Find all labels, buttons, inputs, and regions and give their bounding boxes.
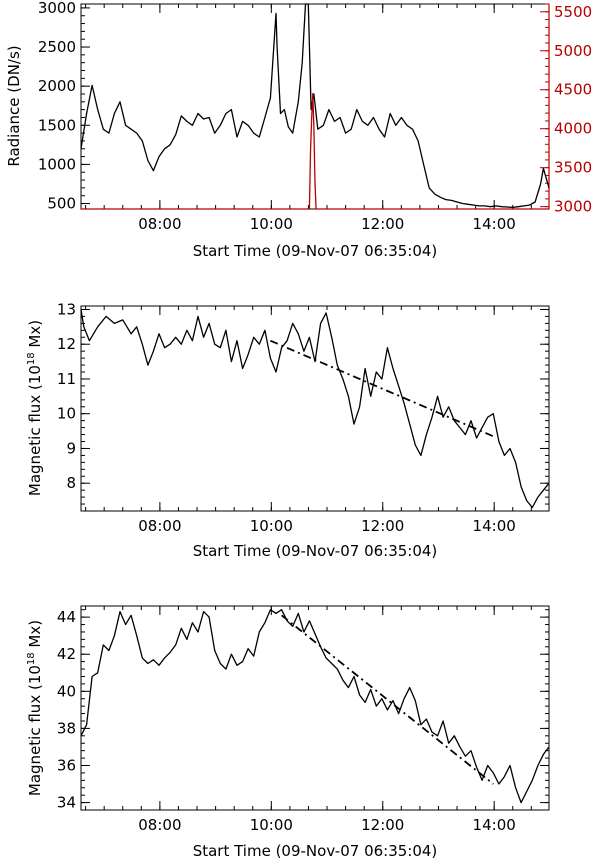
- x-tick-label: 12:00: [361, 816, 404, 834]
- y-tick-label: 38: [57, 719, 76, 737]
- x-tick-label: 08:00: [138, 215, 181, 233]
- y-tick-label: 34: [57, 794, 76, 812]
- panel-radiance-y2-axis: 3000 3500 4000 4500 5000 5500: [540, 3, 592, 216]
- panel-flux-2-y-axis: 34 36 38 40 42 44: [57, 608, 549, 812]
- x-tick-label: 12:00: [361, 215, 404, 233]
- panel-radiance-y-axis: 500 1000 1500 2000 2500 3000: [38, 0, 90, 213]
- panel-flux-1: 08:00 10:00 12:00 14:00 8 9 10 11 12 13 Start Ti…: [26, 300, 550, 560]
- panel-radiance: 08:00 10:00 12:00 14:00 500 1000 1500 2000 2500…: [5, 0, 592, 260]
- panel-radiance-ylabel: Radiance (DN/s): [5, 45, 23, 166]
- series-line: [80, 309, 550, 509]
- y-tick-label: 1000: [38, 155, 76, 173]
- panel-flux-2: 08:00 10:00 12:00 14:00 34 36 38 40 42 44 Start …: [26, 605, 550, 860]
- panel-flux-1-frame: [80, 305, 550, 512]
- trend-line: [281, 614, 494, 785]
- y-tick-label: 9: [66, 439, 76, 457]
- y-tick-label: 10: [57, 405, 76, 423]
- panel-flux-1-y-axis: 8 9 10 11 12 13: [57, 300, 549, 512]
- x-tick-label: 08:00: [138, 517, 181, 535]
- y-tick-label: 1500: [38, 116, 76, 134]
- y-tick-label: 42: [57, 645, 76, 663]
- x-tick-label: 10:00: [250, 816, 293, 834]
- panel-flux-2-frame: [80, 605, 550, 811]
- x-tick-label: 10:00: [250, 215, 293, 233]
- panel-flux-1-ylabel: Magnetic flux (1018 Mx): [26, 320, 44, 496]
- trend-line: [270, 339, 494, 438]
- y-tick-label: 2500: [38, 38, 76, 56]
- x-tick-label: 14:00: [473, 816, 516, 834]
- panel-flux-1-lines: [80, 309, 550, 509]
- y-tick-label: 8: [66, 474, 76, 492]
- y2-tick-label: 5500: [554, 3, 592, 21]
- y-tick-label: 3000: [38, 0, 76, 17]
- panel-flux-2-xlabel: Start Time (09-Nov-07 06:35:04): [193, 842, 438, 860]
- panel-flux-2-ylabel: Magnetic flux (1018 Mx): [26, 620, 44, 796]
- y-tick-label: 12: [57, 335, 76, 353]
- series-line-red: [81, 92, 549, 210]
- y2-tick-label: 3500: [554, 159, 592, 177]
- y-tick-label: 36: [57, 756, 76, 774]
- x-tick-label: 08:00: [138, 816, 181, 834]
- x-tick-label: 12:00: [361, 517, 404, 535]
- y2-tick-label: 4500: [554, 81, 592, 99]
- y2-tick-label: 5000: [554, 42, 592, 60]
- y-tick-label: 13: [57, 300, 76, 318]
- panel-flux-1-x-axis: 08:00 10:00 12:00 14:00: [85, 306, 532, 535]
- y-tick-label: 44: [57, 608, 76, 626]
- panel-flux-2-lines: [80, 609, 550, 804]
- series-line: [80, 3, 550, 209]
- panel-radiance-lines: [80, 3, 550, 210]
- x-tick-label: 14:00: [473, 215, 516, 233]
- y2-tick-label: 3000: [554, 198, 592, 216]
- series-line: [80, 609, 550, 804]
- panel-flux-1-xlabel: Start Time (09-Nov-07 06:35:04): [193, 542, 438, 560]
- panel-radiance-xlabel: Start Time (09-Nov-07 06:35:04): [193, 242, 438, 260]
- panel-flux-2-x-axis: 08:00 10:00 12:00 14:00: [85, 606, 532, 834]
- y-tick-label: 11: [57, 370, 76, 388]
- y2-tick-label: 4000: [554, 120, 592, 138]
- y-tick-label: 40: [57, 682, 76, 700]
- x-tick-label: 10:00: [250, 517, 293, 535]
- y-tick-label: 500: [47, 195, 76, 213]
- x-tick-label: 14:00: [473, 517, 516, 535]
- panel-radiance-x-axis: 08:00 10:00 12:00 14:00: [85, 4, 532, 233]
- y-tick-label: 2000: [38, 77, 76, 95]
